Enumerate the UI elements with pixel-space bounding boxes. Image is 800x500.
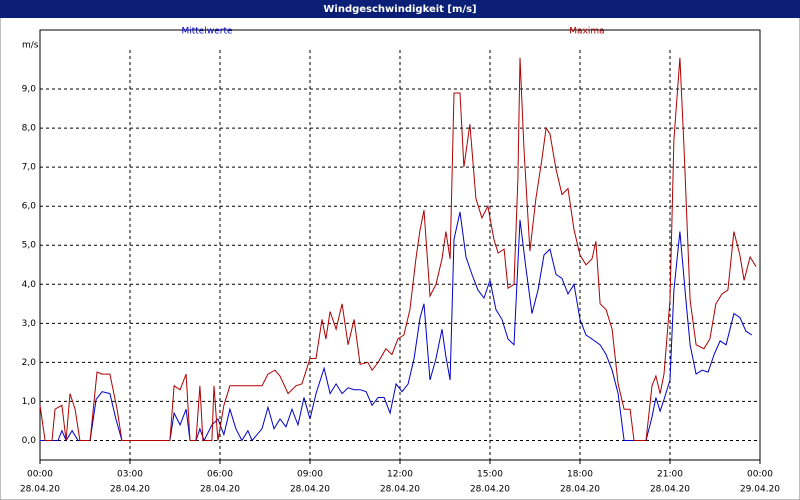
x-tick-label: 18:00 [567, 470, 593, 480]
x-tick-date: 28.04.20 [200, 485, 240, 495]
chart-title: Windgeschwindigkeit [m/s] [323, 4, 476, 15]
x-tick-date: 28.04.20 [290, 485, 330, 495]
x-tick-label: 15:00 [477, 470, 503, 480]
y-tick-label: 3,0 [22, 319, 37, 329]
legend-label: Mittelwerte [181, 27, 232, 37]
y-tick-label: 9,0 [22, 85, 37, 95]
x-tick-label: 03:00 [117, 470, 143, 480]
plot-frame [39, 29, 761, 461]
x-tick-date: 28.04.20 [20, 485, 60, 495]
x-tick-label: 09:00 [297, 470, 323, 480]
y-tick-label: 4,0 [22, 280, 37, 290]
y-tick-label: 8,0 [22, 124, 37, 134]
x-tick-date: 28.04.20 [650, 485, 690, 495]
x-tick-date: 28.04.20 [110, 485, 150, 495]
x-tick-date: 28.04.20 [560, 485, 600, 495]
title-bar [0, 0, 800, 18]
x-tick-date: 28.04.20 [380, 485, 420, 495]
x-tick-date: 29.04.20 [740, 485, 780, 495]
y-tick-label: 2,0 [22, 358, 37, 368]
y-tick-label: 5,0 [22, 241, 37, 251]
x-tick-label: 00:00 [27, 470, 53, 480]
x-tick-label: 06:00 [207, 470, 233, 480]
y-unit: m/s [22, 41, 39, 51]
x-tick-label: 00:00 [747, 470, 773, 480]
y-tick-label: 6,0 [22, 202, 37, 212]
x-tick-label: 21:00 [657, 470, 683, 480]
y-tick-label: 7,0 [22, 163, 37, 173]
x-tick-date: 28.04.20 [470, 485, 510, 495]
y-tick-label: 0,0 [22, 436, 37, 446]
x-tick-label: 12:00 [387, 470, 413, 480]
series-line [40, 211, 753, 442]
series-line [39, 57, 757, 441]
y-tick-label: 1,0 [22, 397, 37, 407]
legend-label: Maxima [569, 27, 604, 37]
